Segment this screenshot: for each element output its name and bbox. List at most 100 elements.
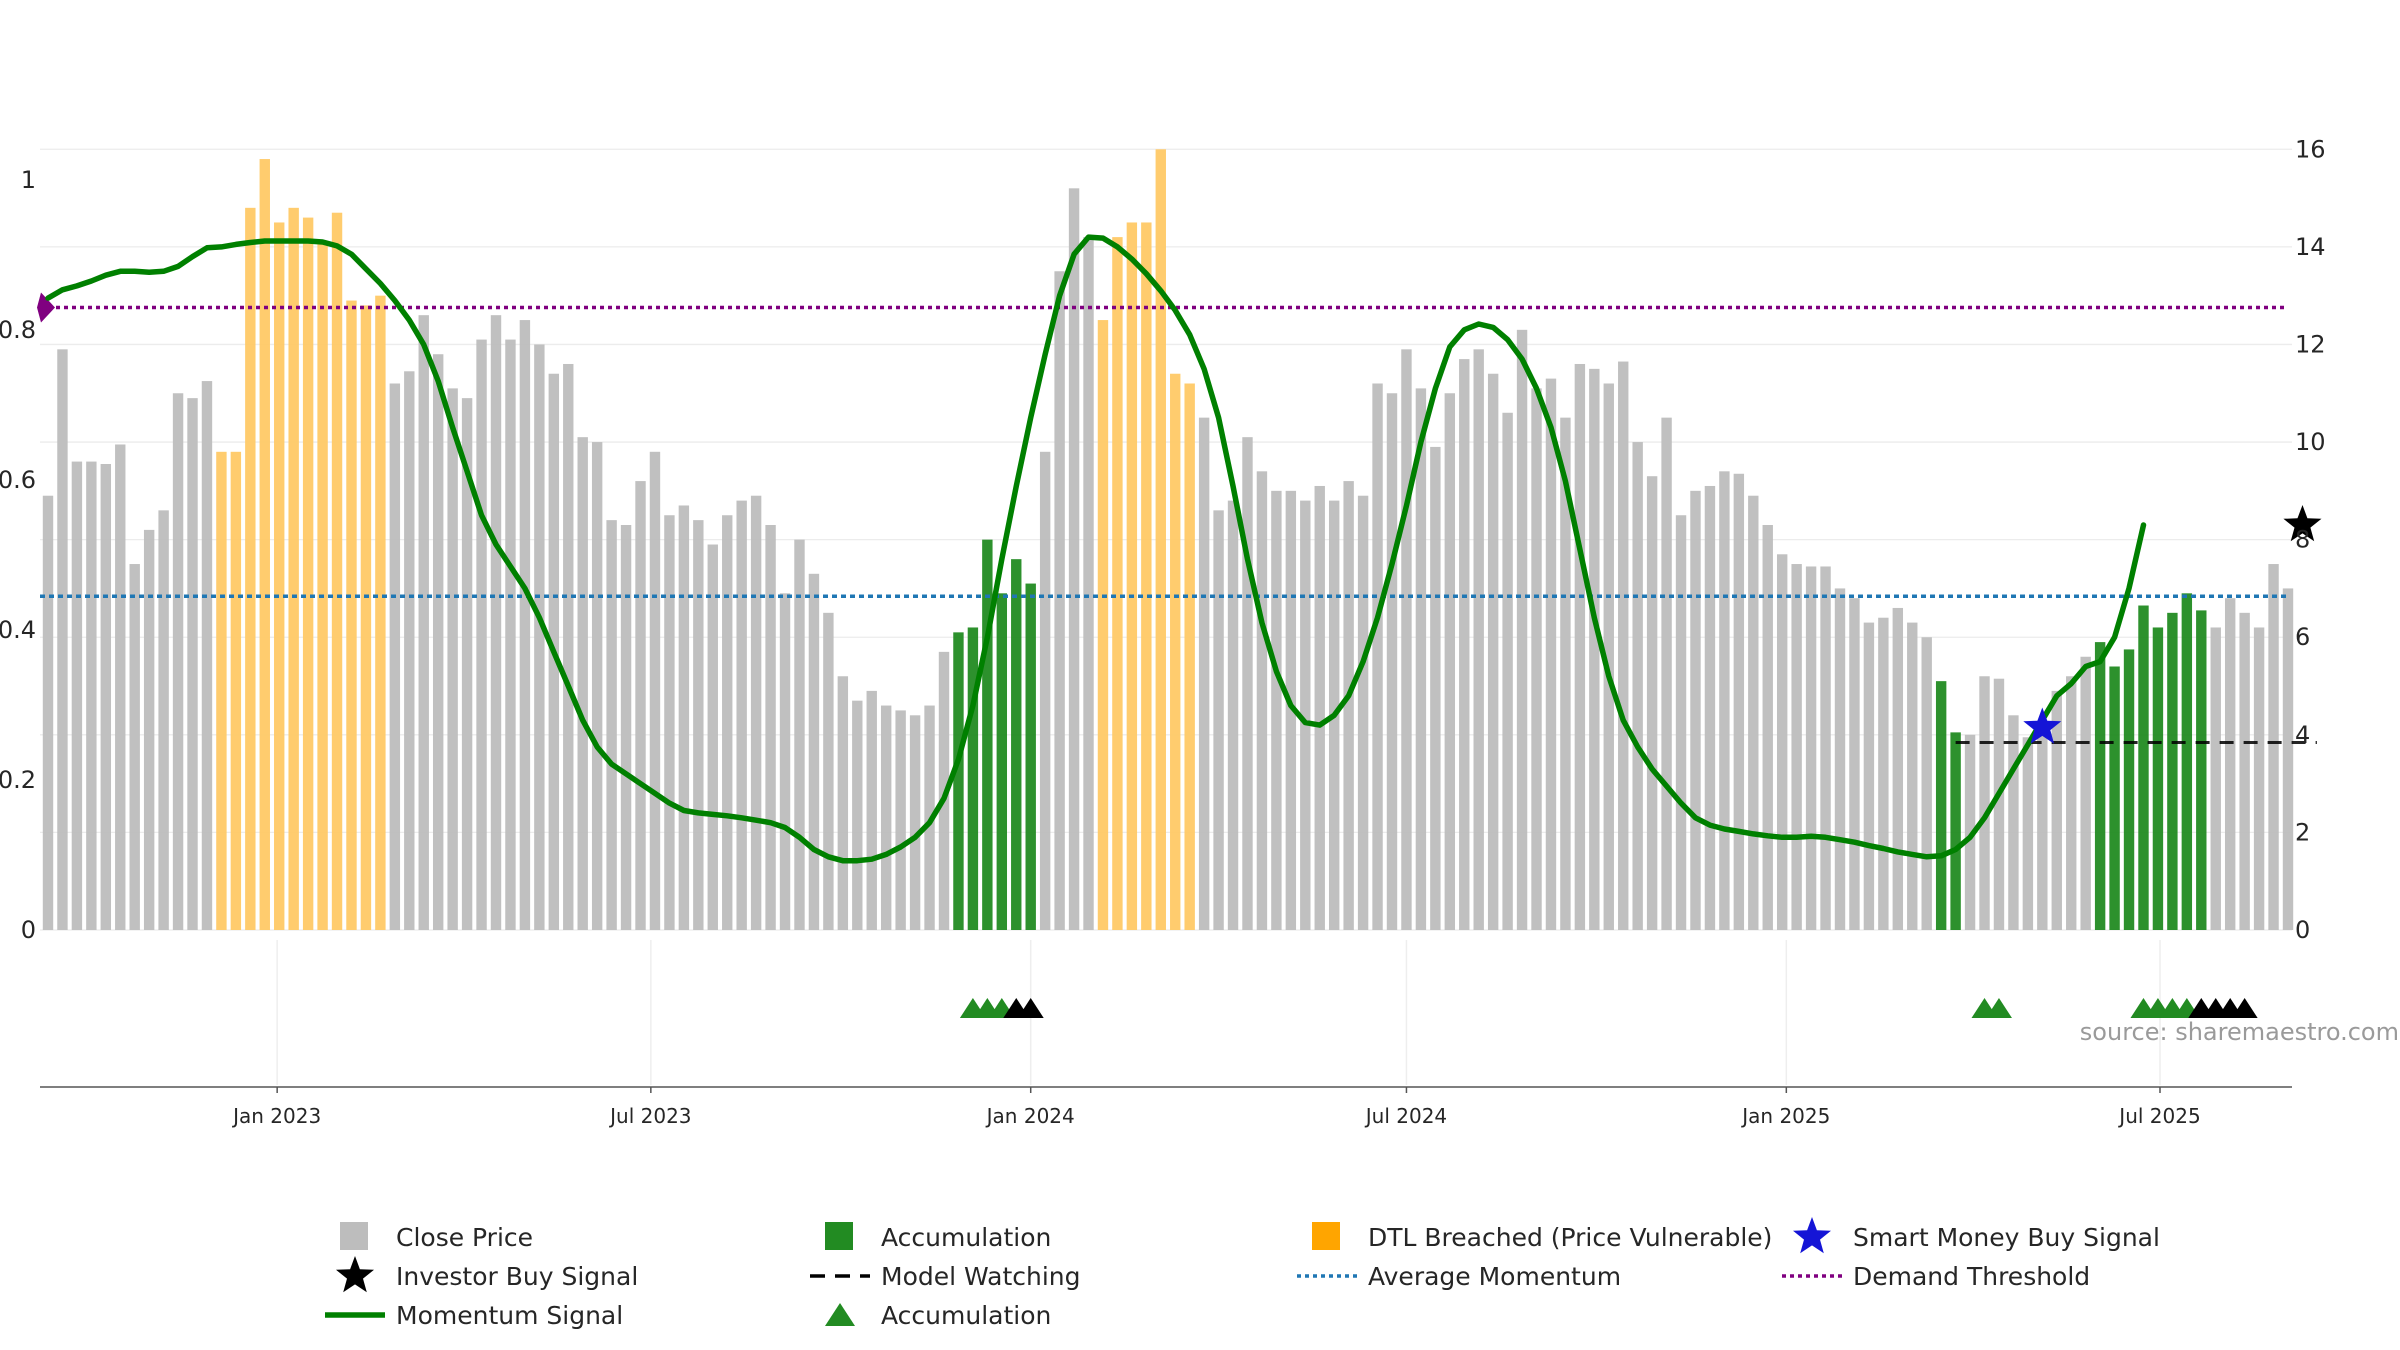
signal-markers	[959, 505, 2322, 1018]
accumulation-bar	[2196, 610, 2207, 930]
close-price-bar	[1820, 566, 1831, 930]
accumulation-bar	[2094, 642, 2106, 930]
momentum-signal-line	[45, 234, 2147, 864]
close-price-bar	[1300, 500, 1311, 930]
close-price-bar	[71, 461, 83, 930]
dtl-breached-bar	[1112, 237, 1123, 931]
accumulation-bar	[2109, 666, 2120, 930]
legend-star	[336, 1256, 374, 1293]
close-price-bar	[1487, 373, 1499, 930]
x-axis-tick: Jan 2025	[1740, 1104, 1830, 1128]
close-price-bar	[143, 529, 155, 930]
close-price-bar	[693, 520, 704, 930]
accumulation-bar	[2167, 612, 2178, 930]
dtl-breached-bar	[346, 300, 357, 930]
close-price-bar	[404, 371, 415, 930]
accumulation-marker-black	[1017, 998, 1044, 1018]
close-price-bar	[1892, 607, 1904, 930]
legend-square	[340, 1222, 368, 1250]
left-axis-tick: 0.6	[0, 466, 36, 494]
legend-label: Accumulation	[881, 1301, 1051, 1330]
legend-star	[1793, 1217, 1831, 1254]
price-bars	[42, 149, 2294, 931]
accumulation-bar	[2138, 605, 2149, 930]
close-price-bar	[1675, 515, 1687, 930]
close-price-bar	[1907, 622, 1918, 930]
close-price-bar	[1213, 510, 1224, 930]
right-axis-tick: 2	[2295, 818, 2310, 846]
accumulation-marker	[1985, 998, 2012, 1018]
close-price-bar	[591, 442, 603, 930]
smart-money-buy-signal	[2023, 707, 2062, 744]
close-price-bar	[1039, 451, 1051, 930]
close-price-bar	[1603, 383, 1614, 930]
close-price-bar	[750, 495, 762, 930]
dtl-breached-bar	[1155, 149, 1166, 931]
momentum-lines	[45, 234, 2147, 864]
close-price-bar	[563, 363, 574, 930]
close-price-bar	[129, 564, 140, 930]
close-price-bar	[1242, 437, 1253, 930]
x-axis-tick: Jan 2024	[985, 1104, 1075, 1128]
accumulation-bar	[967, 627, 979, 930]
legend-square	[1312, 1222, 1340, 1250]
close-price-bar	[1415, 388, 1427, 930]
close-price-bar	[2022, 737, 2034, 930]
legend-label: Close Price	[396, 1223, 533, 1252]
close-price-bar	[880, 705, 892, 930]
dtl-breached-bar	[259, 159, 270, 931]
legend-label: Investor Buy Signal	[396, 1262, 638, 1291]
left-axis-tick: 0	[21, 916, 36, 944]
close-price-bar	[1083, 237, 1094, 931]
left-axis-tick: 0.2	[0, 766, 36, 794]
close-price-bar	[808, 573, 820, 930]
demand-threshold-marker	[37, 292, 55, 323]
close-price-bar	[1560, 417, 1571, 930]
close-price-bar	[1805, 566, 1817, 930]
dtl-breached-bar	[360, 305, 372, 930]
close-price-bar	[1372, 383, 1383, 930]
close-price-bar	[1719, 471, 1730, 930]
dtl-breached-bar	[1184, 383, 1195, 930]
legend-triangle	[825, 1303, 855, 1326]
right-axis-tick: 10	[2295, 428, 2326, 456]
close-price-bar	[765, 525, 776, 930]
legend-label: Average Momentum	[1368, 1262, 1621, 1291]
close-price-bar	[664, 515, 675, 930]
close-price-bar	[201, 381, 213, 931]
close-price-bar	[649, 451, 661, 930]
right-axis-tick: 0	[2295, 916, 2310, 944]
reference-lines	[37, 292, 2317, 744]
legend-label: DTL Breached (Price Vulnerable)	[1368, 1223, 1772, 1252]
close-price-bar	[1227, 500, 1239, 930]
close-price-bar	[1473, 349, 1484, 930]
close-price-bar	[1618, 361, 1629, 930]
accumulation-bar	[1011, 559, 1022, 930]
close-price-bar	[1589, 368, 1600, 930]
close-price-bar	[418, 315, 429, 930]
close-price-bar	[187, 398, 198, 930]
close-price-bar	[2008, 715, 2019, 930]
close-price-bar	[2253, 627, 2265, 930]
close-price-bar	[158, 510, 169, 930]
close-price-bar	[1834, 588, 1846, 930]
accumulation-bar	[2181, 593, 2193, 930]
close-price-bar	[707, 544, 718, 930]
right-axis-tick: 6	[2295, 623, 2310, 651]
dtl-breached-bar	[245, 207, 256, 931]
close-price-bar	[779, 593, 791, 930]
accumulation-bar	[2123, 649, 2135, 930]
dtl-breached-bar	[230, 451, 242, 930]
grid-lines	[40, 148, 2292, 1085]
close-price-bar	[1690, 490, 1701, 930]
close-price-bar	[519, 320, 531, 930]
close-price-bar	[1921, 637, 1932, 930]
close-price-bar	[1748, 495, 1759, 930]
close-price-bar	[505, 339, 516, 930]
close-price-bar	[2282, 588, 2294, 930]
close-price-bar	[2268, 564, 2279, 930]
close-price-bar	[1430, 446, 1441, 930]
close-price-bar	[794, 539, 805, 930]
accumulation-bar	[953, 632, 964, 930]
